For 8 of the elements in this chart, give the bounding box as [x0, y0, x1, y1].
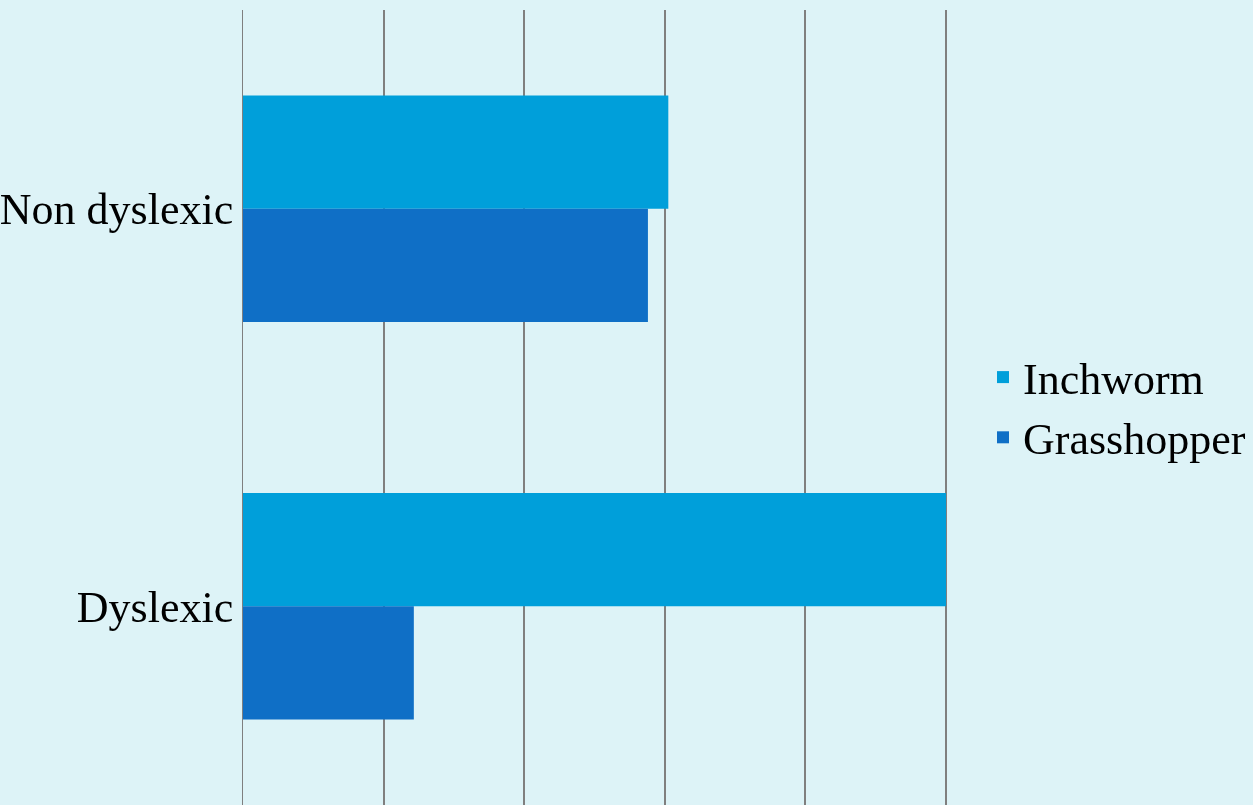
legend-label: Grasshopper [1023, 415, 1246, 465]
y-tick-label: Dyslexic [76, 582, 234, 632]
legend-label: Inchworm [1023, 355, 1204, 405]
bar [243, 208, 648, 323]
bar [243, 606, 414, 720]
bar [243, 492, 946, 607]
bar [243, 95, 669, 209]
y-tick-label: Non dyslexic [0, 185, 234, 235]
